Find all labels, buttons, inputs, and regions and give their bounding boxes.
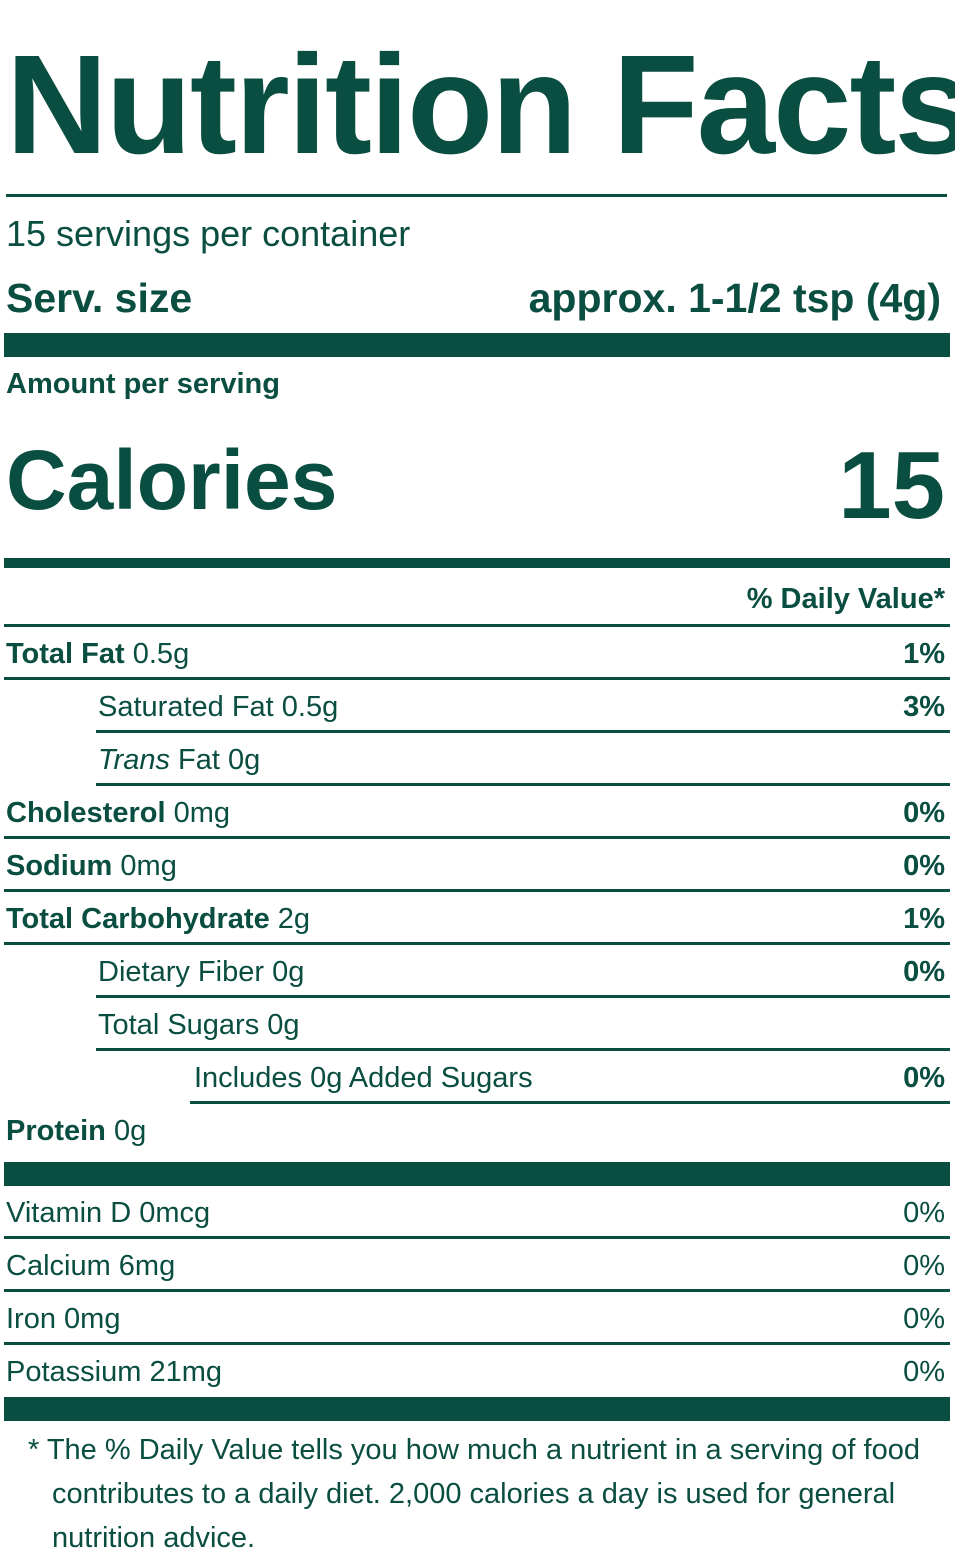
nutrient-amount: 0g — [267, 1009, 300, 1041]
title-rule — [6, 194, 947, 197]
row-divider — [4, 1236, 950, 1239]
daily-value-rule — [4, 624, 950, 627]
nutrient-row-trans-fat: Trans Fat 0g — [96, 733, 950, 786]
vitamin-row-potassium: Potassium 21mg 0% — [4, 1345, 950, 1398]
row-divider — [96, 995, 950, 998]
row-divider — [96, 783, 950, 786]
nutrient-name: Includes 0g Added Sugars — [194, 1062, 533, 1094]
nutrient-row-protein: Protein 0g — [4, 1104, 950, 1157]
amount-per-serving: Amount per serving — [6, 368, 280, 400]
nutrient-dv: 1% — [903, 903, 945, 935]
row-divider — [4, 889, 950, 892]
nutrient-name: Dietary Fiber — [98, 956, 264, 988]
vitamin-row-iron: Iron 0mg 0% — [4, 1292, 950, 1345]
row-divider — [190, 1101, 950, 1104]
nutrient-row-added-sugars: Includes 0g Added Sugars 0% — [190, 1051, 950, 1104]
vitamin-dv: 0% — [903, 1303, 945, 1335]
nutrient-row-saturated-fat: Saturated Fat 0.5g 3% — [96, 680, 950, 733]
row-divider — [4, 677, 950, 680]
row-divider — [4, 942, 950, 945]
row-divider — [4, 836, 950, 839]
nutrient-amount: 0g — [113, 1115, 147, 1147]
nutrient-row-total-carbohydrate: Total Carbohydrate 2g 1% — [4, 892, 950, 945]
nutrient-amount: 0g — [272, 956, 305, 988]
nutrient-amount: 0mg — [173, 797, 231, 829]
nutrient-dv: 1% — [903, 638, 945, 670]
vitamin-dv: 0% — [903, 1197, 945, 1229]
nutrient-dv: 0% — [903, 1062, 945, 1094]
daily-value-header: % Daily Value* — [746, 583, 945, 615]
vitamin-name: Potassium 21mg — [6, 1356, 222, 1388]
vitamin-name: Vitamin D 0mcg — [6, 1197, 211, 1229]
nutrient-amount: 0.5g — [281, 691, 339, 723]
nutrient-row-dietary-fiber: Dietary Fiber 0g 0% — [96, 945, 950, 998]
nutrient-amount: 2g — [277, 903, 311, 935]
serving-size-value: approx. 1-1/2 tsp (4g) — [528, 275, 941, 321]
nutrient-dv: 3% — [903, 691, 945, 723]
footnote-text: * The % Daily Value tells you how much a… — [28, 1434, 920, 1554]
nutrient-amount: 0.5g — [132, 638, 190, 670]
vitamin-row-calcium: Calcium 6mg 0% — [4, 1239, 950, 1292]
nutrient-row-total-fat: Total Fat 0.5g 1% — [4, 627, 950, 680]
nutrient-name: Sodium — [6, 850, 113, 882]
row-divider — [96, 730, 950, 733]
footnote: * The % Daily Value tells you how much a… — [14, 1428, 944, 1560]
thick-rule-vitamins — [4, 1162, 950, 1186]
nutrient-amount: 0g — [228, 744, 261, 776]
nutrient-dv: 0% — [903, 850, 945, 882]
nutrient-amount: 0mg — [120, 850, 177, 882]
nutrient-row-cholesterol: Cholesterol 0mg 0% — [4, 786, 950, 839]
thick-rule-footnote — [4, 1397, 950, 1421]
nutrient-dv: 0% — [903, 797, 945, 829]
servings-per-container: 15 servings per container — [6, 213, 411, 254]
nutrient-name: Saturated Fat — [98, 691, 274, 723]
row-divider — [4, 1289, 950, 1292]
calories-value: 15 — [838, 432, 945, 539]
row-divider — [4, 1342, 950, 1345]
vitamin-dv: 0% — [903, 1250, 945, 1282]
nutrient-name: Total Sugars — [98, 1009, 260, 1041]
row-divider — [96, 1048, 950, 1051]
thick-rule-serving — [4, 333, 950, 357]
nutrient-name: Total Carbohydrate — [6, 903, 270, 935]
nutrient-name-suffix: Fat — [178, 744, 220, 776]
label-title: Nutrition Facts — [6, 25, 955, 183]
nutrient-row-total-sugars: Total Sugars 0g — [96, 998, 950, 1051]
serving-size-label: Serv. size — [6, 275, 193, 321]
nutrient-name: Protein — [6, 1115, 106, 1147]
vitamin-name: Calcium 6mg — [6, 1250, 176, 1282]
nutrient-name: Cholesterol — [6, 797, 166, 829]
calories-label: Calories — [6, 433, 338, 527]
vitamin-name: Iron 0mg — [6, 1303, 121, 1335]
vitamin-row-vitamin-d: Vitamin D 0mcg 0% — [4, 1186, 950, 1239]
vitamin-dv: 0% — [903, 1356, 945, 1388]
thick-rule-calories — [4, 558, 950, 568]
nutrient-name: Total Fat — [6, 638, 125, 670]
nutrient-dv: 0% — [903, 956, 945, 988]
nutrient-row-sodium: Sodium 0mg 0% — [4, 839, 950, 892]
nutrient-name: Trans — [98, 744, 170, 776]
